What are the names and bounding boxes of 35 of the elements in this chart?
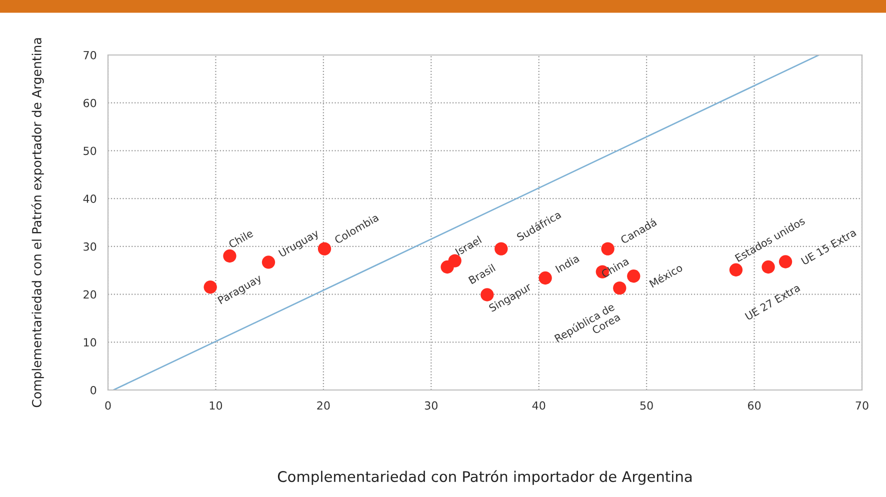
x-tick-label: 10 (210, 401, 222, 410)
y-tick-label: 70 (84, 50, 96, 60)
point (601, 242, 614, 256)
x-tick-label: 40 (532, 401, 546, 410)
y-axis-title: Complementariedad con el Patrón exportador de Argentina (31, 38, 44, 408)
x-tick-label: 0 (105, 401, 111, 410)
point (627, 270, 640, 283)
point (262, 256, 276, 269)
y-tick-label: 0 (90, 386, 96, 394)
annotation: China (600, 256, 630, 278)
annotation: India (555, 254, 580, 273)
point (448, 254, 462, 268)
y-tick-label: 50 (84, 146, 96, 156)
y-tick-label: 40 (83, 194, 96, 203)
x-tick-label: 50 (640, 401, 653, 410)
annotation: UE 27 Extra (744, 284, 800, 320)
point (538, 271, 552, 285)
x-axis-title: Complementariedad con Patrón importador de Argentina (278, 470, 692, 485)
y-tick-label: 20 (84, 290, 96, 299)
point (223, 249, 236, 263)
annotation: Chile (228, 228, 254, 248)
y-tick-label: 10 (84, 338, 96, 347)
annotation: UE 15 Extra (800, 228, 856, 266)
point (778, 255, 792, 268)
point (613, 281, 626, 295)
y-tick-label: 30 (84, 242, 96, 251)
point (494, 242, 508, 256)
point (204, 280, 217, 294)
x-tick-label: 20 (317, 401, 330, 410)
x-tick-label: 60 (748, 401, 761, 410)
point (318, 242, 332, 256)
x-tick-label: 70 (856, 401, 868, 410)
point (729, 263, 743, 276)
y-tick-label: 60 (84, 98, 96, 108)
x-tick-label: 30 (424, 401, 438, 410)
